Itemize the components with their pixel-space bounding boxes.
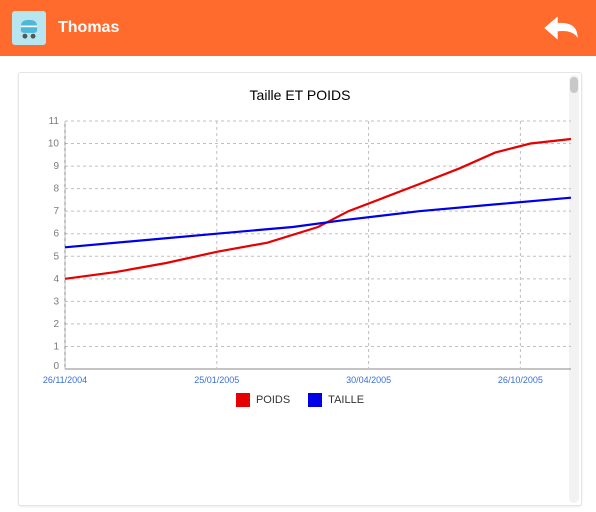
svg-text:3: 3 (53, 296, 59, 307)
svg-text:26/10/2005: 26/10/2005 (498, 375, 543, 385)
legend-item: POIDS (236, 393, 290, 407)
stroller-icon (16, 15, 42, 41)
content-area: Taille ET POIDS 0123456789101126/11/2004… (0, 60, 596, 512)
back-arrow-icon (541, 13, 581, 43)
legend-swatch (236, 393, 250, 407)
svg-text:1: 1 (53, 341, 59, 352)
svg-text:4: 4 (53, 274, 59, 285)
scrollbar-thumb[interactable] (570, 77, 578, 93)
chart-card: Taille ET POIDS 0123456789101126/11/2004… (18, 72, 582, 506)
child-name: Thomas (58, 19, 119, 37)
svg-text:8: 8 (53, 184, 59, 195)
chart-legend: POIDS TAILLE (19, 393, 581, 407)
svg-text:5: 5 (53, 251, 59, 262)
svg-text:11: 11 (49, 116, 60, 127)
svg-text:25/01/2005: 25/01/2005 (194, 375, 239, 385)
app-header: Thomas (0, 0, 596, 56)
child-avatar (12, 11, 46, 45)
legend-swatch (308, 393, 322, 407)
svg-text:7: 7 (53, 206, 59, 217)
svg-text:9: 9 (53, 161, 59, 172)
back-button[interactable] (540, 10, 582, 46)
legend-label: POIDS (256, 394, 290, 406)
chart-title: Taille ET POIDS (19, 73, 581, 103)
svg-text:0: 0 (53, 361, 59, 372)
svg-text:2: 2 (53, 319, 59, 330)
legend-item: TAILLE (308, 393, 364, 407)
svg-text:10: 10 (48, 139, 60, 150)
chart-plot: 0123456789101126/11/200425/01/200530/04/… (65, 121, 571, 399)
svg-text:30/04/2005: 30/04/2005 (346, 375, 391, 385)
svg-text:26/11/2004: 26/11/2004 (43, 375, 87, 385)
legend-label: TAILLE (328, 394, 364, 406)
svg-text:6: 6 (53, 229, 59, 240)
